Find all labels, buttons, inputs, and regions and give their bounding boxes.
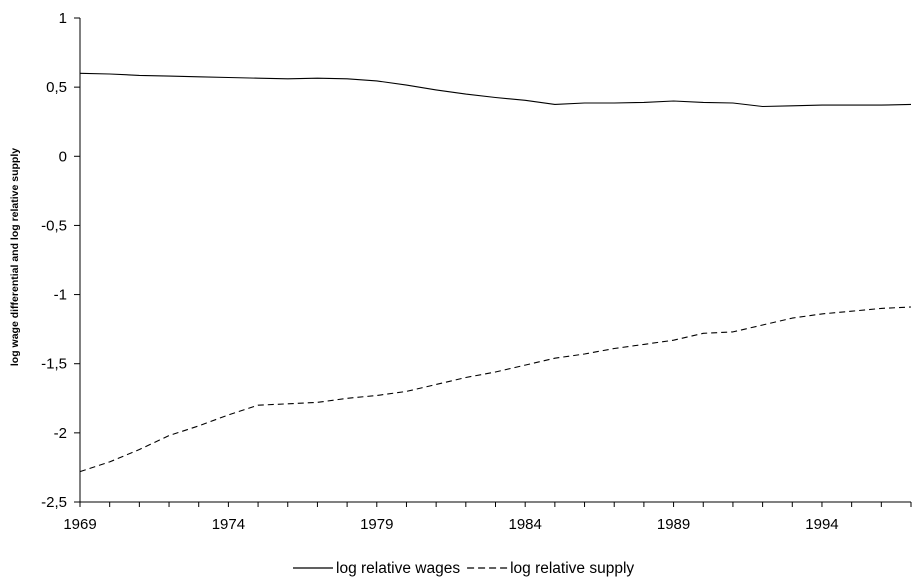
y-tick-label: -1,5 <box>41 356 67 373</box>
y-tick-label: -2 <box>54 425 67 442</box>
series-line-log-relative-supply <box>79 306 912 473</box>
x-tick-label: 1969 <box>63 516 96 533</box>
y-tick-label: -0,5 <box>41 217 67 234</box>
plot-lines <box>79 72 912 473</box>
y-tick-label: 0 <box>59 148 67 165</box>
y-axis-label: log wage differential and log relative s… <box>9 148 21 366</box>
y-tick-label: -1 <box>54 287 67 304</box>
series-line-log-relative-wages <box>79 72 912 108</box>
legend-label: log relative supply <box>510 560 634 577</box>
x-tick-label: 1989 <box>657 516 690 533</box>
legend: log relative wages log relative supply <box>293 560 634 577</box>
x-tick-label: 1984 <box>508 516 541 533</box>
y-tick-label: -2,5 <box>41 494 67 511</box>
x-tick-label: 1994 <box>805 516 838 533</box>
legend-label: log relative wages <box>336 560 460 577</box>
y-tick-label: 0,5 <box>46 79 67 96</box>
x-axis: 1969 1974 1979 1984 1989 1994 <box>63 501 912 533</box>
x-tick-label: 1974 <box>212 516 245 533</box>
y-axis: 1 0,5 0 -0,5 -1 -1,5 -2 -2,5 <box>41 10 81 511</box>
y-tick-label: 1 <box>59 10 67 27</box>
x-tick-label: 1979 <box>360 516 393 533</box>
